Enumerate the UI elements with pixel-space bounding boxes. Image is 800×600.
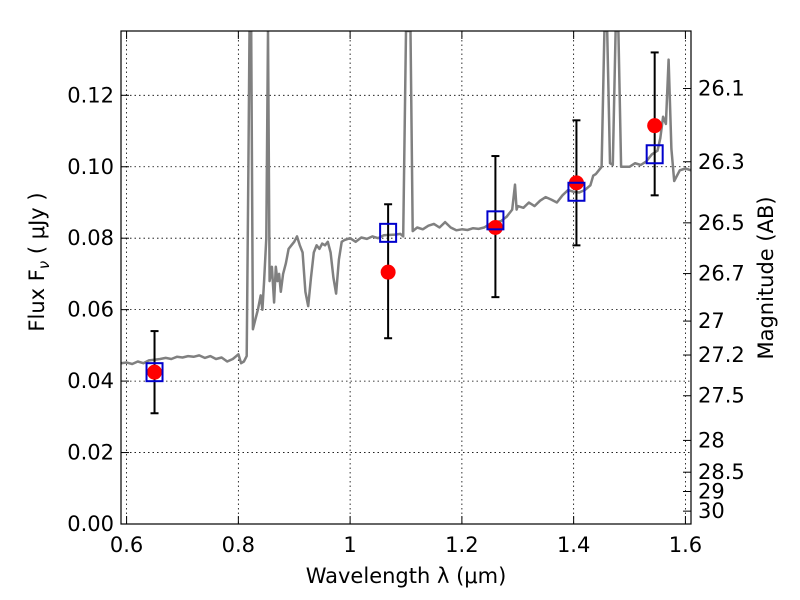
observed-point xyxy=(147,364,163,380)
y-tick-label: 0.02 xyxy=(67,441,114,465)
observed-point xyxy=(380,264,396,280)
y-axis-label: Flux Fν ( μJy ) xyxy=(25,192,53,331)
sed-line xyxy=(121,31,691,366)
y-tick-label: 0.12 xyxy=(67,83,114,107)
right-tick-label: 28 xyxy=(698,428,725,452)
right-tick-label: 30 xyxy=(698,499,725,523)
model-band-square xyxy=(379,222,398,243)
y-axis-label-subscript: ν xyxy=(35,261,53,269)
x-tick-label: 0.8 xyxy=(222,533,255,557)
marker-layer xyxy=(145,51,664,415)
right-tick-label: 26.5 xyxy=(698,211,745,235)
right-tick-label: 26.1 xyxy=(698,77,745,101)
right-tick-label: 27.2 xyxy=(698,343,745,367)
sed-layer xyxy=(121,31,691,366)
model-band-square xyxy=(645,144,664,165)
model-band-square xyxy=(145,362,164,383)
right-tick-label: 28.5 xyxy=(698,460,745,484)
model-band-square xyxy=(567,181,586,202)
right-tick-label: 29 xyxy=(698,479,725,503)
y-tick-label: 0.04 xyxy=(67,369,114,393)
right-axis-label: Magnitude (AB) xyxy=(754,196,778,359)
model-band-square xyxy=(486,210,505,231)
right-tick-label: 26.3 xyxy=(698,150,745,174)
right-tick-label: 27 xyxy=(698,309,725,333)
x-tick-label: 1.6 xyxy=(669,533,702,557)
x-tick-label: 0.6 xyxy=(110,533,143,557)
x-tick-label: 1.2 xyxy=(445,533,478,557)
x-tick-label: 1.4 xyxy=(557,533,590,557)
right-tick-label: 27.5 xyxy=(698,384,745,408)
observed-point xyxy=(487,219,503,235)
grid xyxy=(121,31,691,525)
y-tick-label: 0.00 xyxy=(67,512,114,536)
y-tick-label: 0.08 xyxy=(67,226,114,250)
y-tick-label: 0.06 xyxy=(67,298,114,322)
right-tick-label: 26.7 xyxy=(698,262,745,286)
x-tick-label: 1 xyxy=(343,533,356,557)
tick-layer: 0.6 0.8 1 1.2 1.4 1.6 0.00 0.02 0.04 0.06 0.08 0.10… xyxy=(67,31,745,557)
y-axis-label-unit: ( μJy ) xyxy=(25,192,49,260)
observed-point xyxy=(647,118,663,134)
plot-frame xyxy=(120,30,692,525)
y-tick-label: 0.10 xyxy=(67,155,114,179)
x-axis-label: Wavelength λ (μm) xyxy=(306,564,507,588)
